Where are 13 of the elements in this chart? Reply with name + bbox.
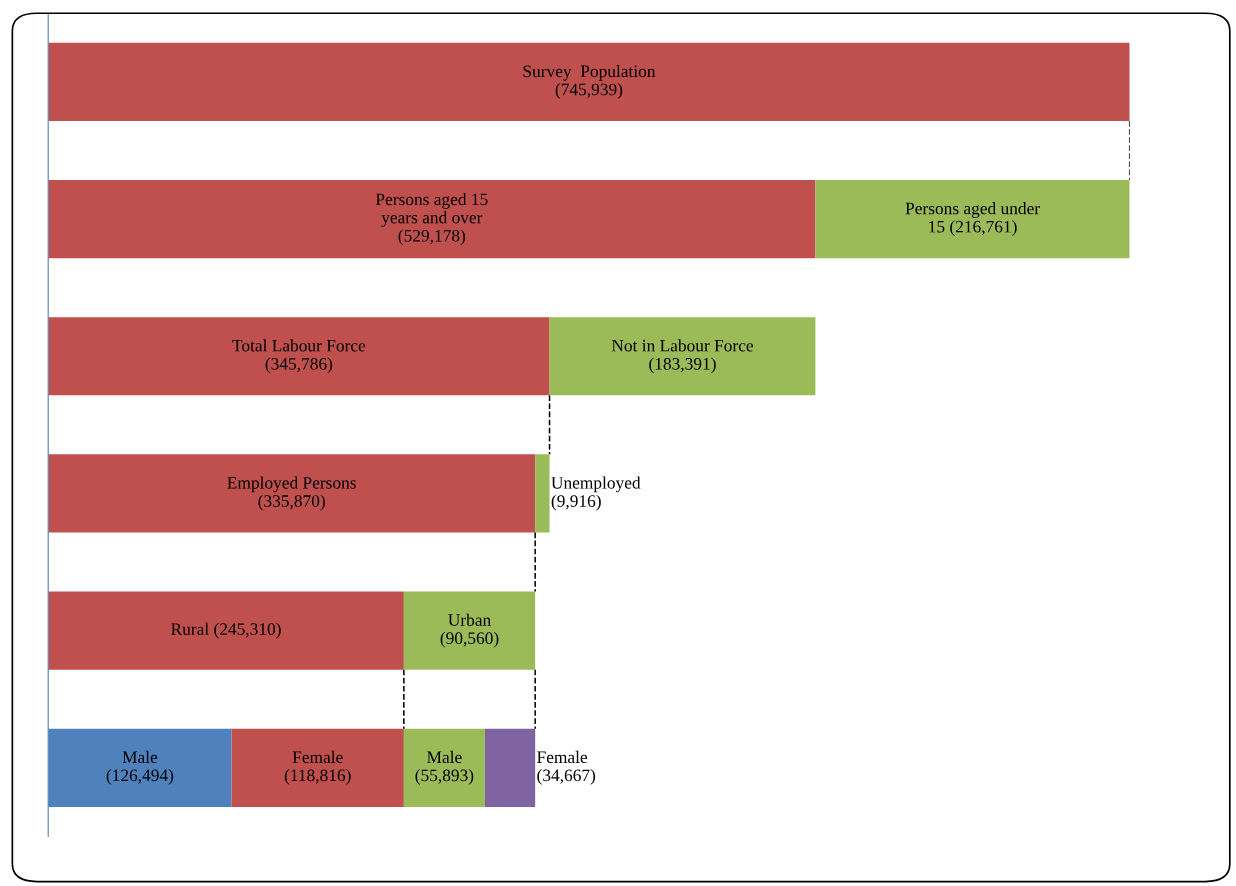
data-label: Total Labour Force (345,786) [232, 339, 366, 374]
data-label: Persons aged under 15 (216,761) [905, 202, 1040, 237]
data-label: Male (126,494) [106, 750, 174, 785]
data-label: Not in Labour Force (183,391) [611, 339, 753, 374]
data-label: Employed Persons (335,870) [227, 476, 356, 511]
data-label: Survey Population (745,939) [523, 64, 656, 99]
data-label: Urban (90,560) [440, 613, 499, 648]
data-label: Rural (245,310) [171, 622, 281, 639]
data-label: Female (34,667) [537, 750, 596, 785]
data-label: Persons aged 15 years and over (529,178) [375, 192, 488, 246]
data-label: Female (118,816) [284, 750, 351, 785]
data-label: Male (55,893) [415, 750, 474, 785]
data-label: Unemployed (9,916) [551, 476, 641, 511]
